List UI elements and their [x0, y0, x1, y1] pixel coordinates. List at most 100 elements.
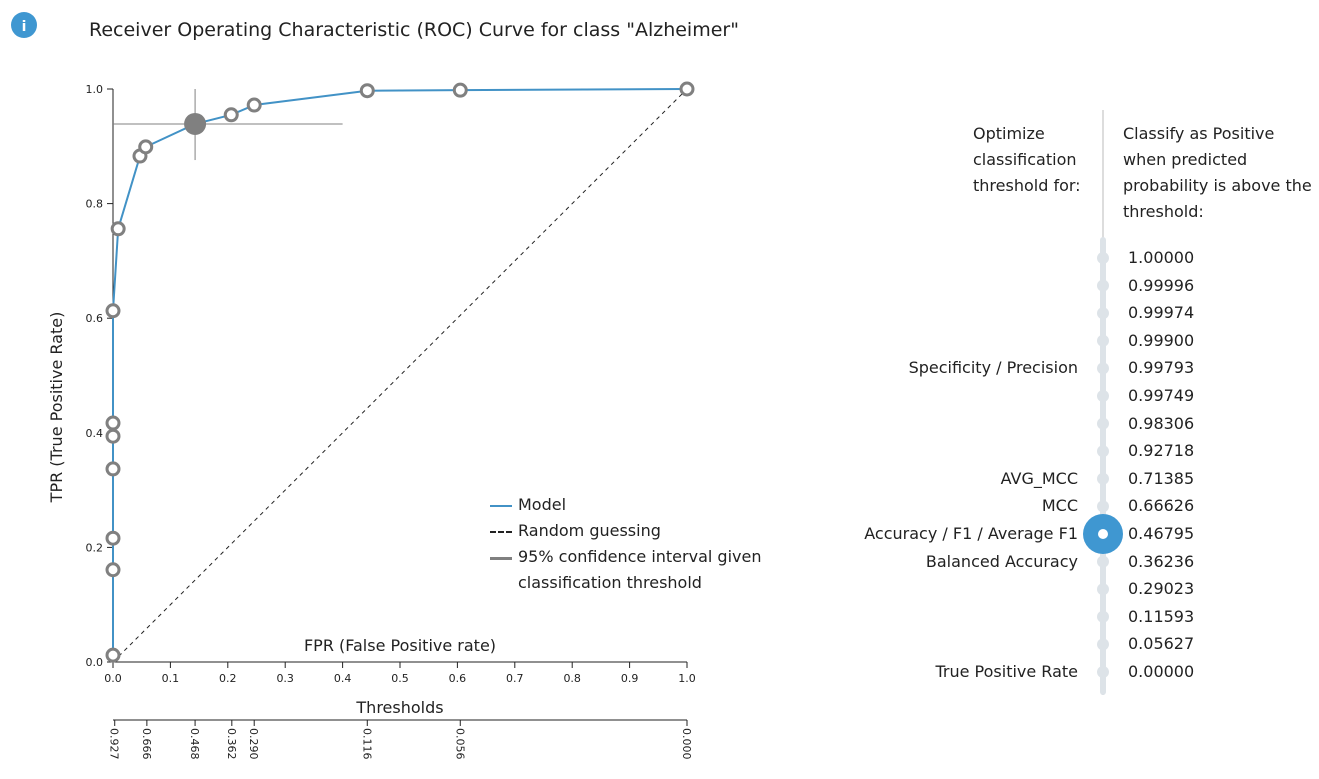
y-tick-label: 0.8 — [86, 198, 104, 211]
threshold-value: 0.92718 — [1128, 441, 1195, 461]
slider-stop[interactable] — [1097, 638, 1109, 651]
roc-point — [105, 647, 121, 663]
x-tick-label: 0.5 — [391, 672, 409, 685]
threshold-value: 0.05627 — [1128, 634, 1195, 654]
y-tick-label: 0.0 — [86, 656, 104, 669]
x-tick-label: 0.6 — [449, 672, 467, 685]
y-tick-label: 0.4 — [86, 427, 104, 440]
slider-stop[interactable] — [1097, 472, 1109, 485]
threshold-value: 0.99793 — [1128, 358, 1195, 378]
legend-entry: Model — [490, 492, 768, 518]
roc-point — [679, 81, 695, 97]
threshold-tick-label: 0.290 — [247, 728, 260, 760]
threshold-value: 0.99900 — [1128, 330, 1195, 350]
legend-swatch — [490, 531, 512, 533]
roc-point — [105, 562, 121, 578]
roc-point — [110, 221, 126, 237]
y-tick-label: 1.0 — [86, 83, 104, 96]
legend-label: 95% confidence interval given classifica… — [518, 547, 762, 592]
metric-label: Balanced Accuracy — [925, 551, 1078, 571]
x-axis-label: FPR (False Positive rate) — [304, 636, 496, 655]
slider-stop[interactable] — [1097, 390, 1109, 402]
roc-point — [138, 139, 154, 155]
threshold-value: 0.99996 — [1128, 275, 1195, 295]
slider-stop[interactable] — [1097, 417, 1109, 430]
x-tick-label: 0.7 — [506, 672, 524, 685]
threshold-value: 0.98306 — [1128, 413, 1195, 433]
roc-point — [452, 82, 468, 98]
metric-label: Accuracy / F1 / Average F1 — [864, 524, 1078, 543]
x-tick-label: 0.4 — [334, 672, 352, 685]
threshold-value: 0.71385 — [1128, 468, 1195, 488]
legend-label: Model — [518, 495, 567, 514]
slider-stop[interactable] — [1097, 610, 1109, 623]
threshold-value: 1.00000 — [1128, 248, 1195, 267]
roc-point — [359, 83, 375, 99]
threshold-value: 0.99974 — [1128, 303, 1195, 323]
slider-stop[interactable] — [1097, 362, 1109, 375]
slider-stop[interactable] — [1097, 279, 1109, 292]
threshold-value: 0.46795 — [1128, 524, 1195, 543]
slider-stop[interactable] — [1097, 583, 1109, 596]
threshold-value: 0.29023 — [1128, 579, 1195, 599]
legend-swatch — [490, 557, 512, 560]
y-tick-label: 0.2 — [86, 541, 104, 554]
y-tick-label: 0.6 — [86, 312, 104, 325]
x-tick-label: 0.3 — [276, 672, 294, 685]
roc-point — [246, 97, 262, 113]
roc-point — [223, 107, 239, 123]
threshold-value: 0.99749 — [1128, 386, 1195, 405]
roc-point — [105, 303, 121, 319]
info-icon[interactable] — [11, 12, 37, 38]
legend: Model Random guessing 95% confidence int… — [490, 492, 768, 596]
threshold-tick-label: 0.056 — [453, 728, 466, 760]
random-guessing-line — [112, 88, 688, 663]
roc-curve — [112, 88, 688, 656]
y-axis-label: TPR (True Positive Rate) — [47, 312, 66, 504]
threshold-tick-label: 0.666 — [140, 728, 153, 760]
threshold-tick-label: 0.362 — [225, 728, 238, 760]
slider-stop[interactable] — [1097, 500, 1109, 513]
metric-label: True Positive Rate — [935, 662, 1078, 681]
selected-point — [184, 112, 207, 135]
chart-title: Receiver Operating Characteristic (ROC) … — [89, 19, 739, 41]
x-tick-label: 0.0 — [104, 672, 122, 685]
threshold-tick-label: 0.116 — [360, 728, 373, 760]
roc-point — [105, 530, 121, 546]
threshold-tick-label: 0.468 — [188, 728, 201, 760]
legend-entry: 95% confidence interval given classifica… — [490, 544, 768, 596]
thresholds-label: Thresholds — [355, 698, 443, 717]
roc-point — [105, 415, 121, 431]
slider-stop[interactable] — [1097, 334, 1109, 347]
slider-stop[interactable] — [1097, 555, 1109, 568]
metric-label: Specificity / Precision — [908, 358, 1078, 378]
threshold-value: 0.11593 — [1128, 606, 1195, 626]
threshold-value: 0.00000 — [1128, 662, 1195, 681]
legend-swatch — [490, 505, 512, 507]
slider-stop[interactable] — [1097, 252, 1109, 264]
threshold-tick-label: 0.927 — [108, 728, 121, 760]
slider-stop[interactable] — [1097, 307, 1109, 320]
metric-label: MCC — [1041, 496, 1078, 516]
classify-header: Classify as Positive when predicted prob… — [1123, 124, 1312, 221]
slider-handle-dot — [1098, 529, 1108, 539]
threshold-value: 0.36236 — [1128, 551, 1195, 571]
roc-point — [105, 461, 121, 477]
threshold-tick-label: 0.000 — [680, 728, 693, 760]
x-tick-label: 0.2 — [219, 672, 237, 685]
x-tick-label: 0.8 — [563, 672, 581, 685]
slider-stop[interactable] — [1097, 445, 1109, 458]
x-tick-label: 1.0 — [678, 672, 696, 685]
slider-stop[interactable] — [1097, 666, 1109, 678]
legend-entry: Random guessing — [490, 518, 768, 544]
roc-point — [105, 428, 121, 444]
threshold-value: 0.66626 — [1128, 496, 1195, 516]
metric-label: AVG_MCC — [1000, 468, 1078, 488]
legend-label: Random guessing — [518, 521, 661, 540]
info-icon-label: i — [22, 19, 27, 35]
optimize-header: Optimize classification threshold for: — [973, 124, 1081, 195]
x-tick-label: 0.1 — [162, 672, 180, 685]
x-tick-label: 0.9 — [621, 672, 639, 685]
